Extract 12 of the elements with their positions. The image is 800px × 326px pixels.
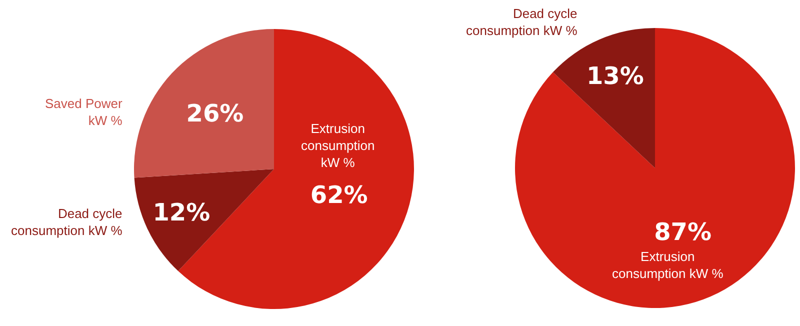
slice-label: Dead cycle consumption kW % <box>466 6 578 38</box>
data-label: 62% <box>310 180 368 209</box>
pie-slice <box>134 169 274 272</box>
data-label: 26% <box>186 100 244 128</box>
pie-slice <box>134 29 274 178</box>
slice-label: Saved Power kW % <box>45 96 123 128</box>
data-label: 12% <box>152 198 210 227</box>
data-label: 13% <box>586 62 644 90</box>
slice-label: Extrusion consumption kW % <box>301 121 375 170</box>
slice-label: Extrusion consumption kW % <box>612 249 724 281</box>
data-label: 87% <box>654 218 712 246</box>
slice-label: Dead cycle consumption kW % <box>11 206 123 238</box>
